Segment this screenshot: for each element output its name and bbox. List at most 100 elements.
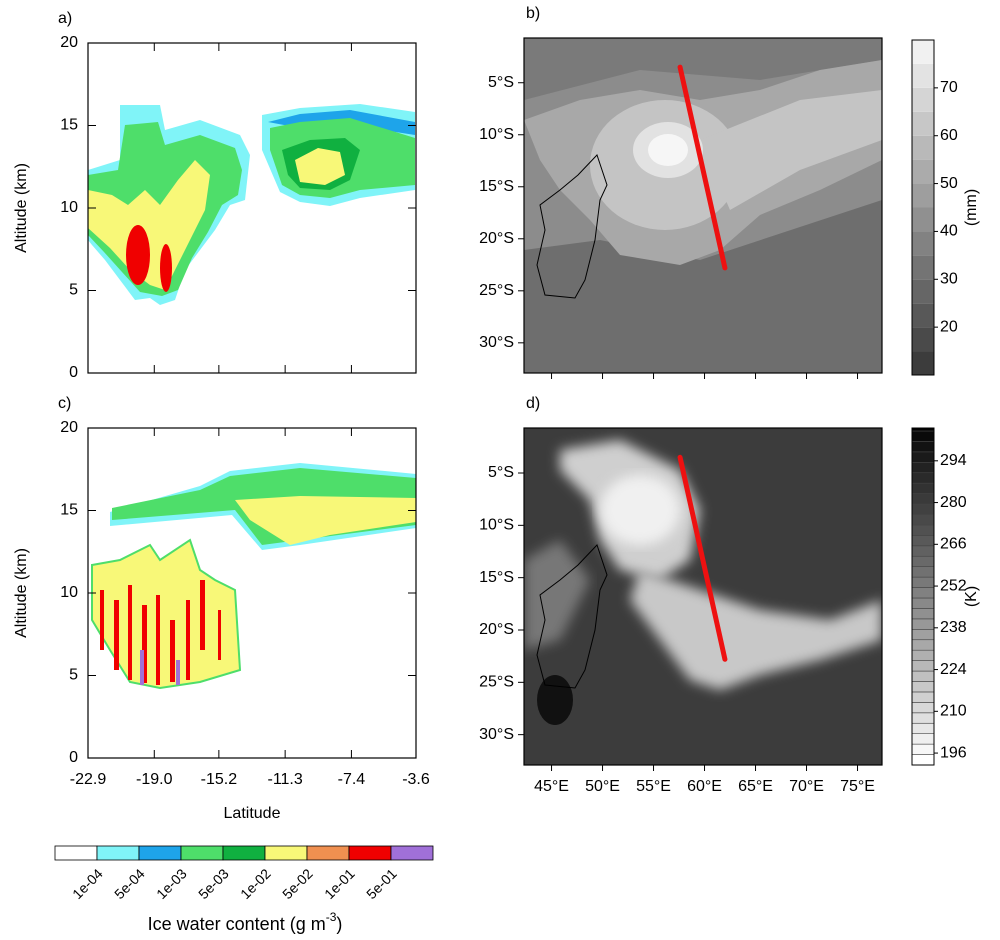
colorbar-band <box>911 451 935 463</box>
legend-label: 5e-01 <box>363 865 400 902</box>
plot-frame <box>523 427 883 766</box>
x-tick-label: -7.4 <box>338 771 366 788</box>
legend-box <box>390 845 434 861</box>
y-tick-label: 30°S <box>479 726 514 743</box>
colorbar-band <box>911 545 935 557</box>
y-tick-label: 5°S <box>488 74 514 91</box>
y-tick-label: 20°S <box>479 621 514 638</box>
legend-box <box>96 845 140 861</box>
legend-label: 1e-01 <box>321 865 358 902</box>
y-tick-label: 10 <box>60 584 78 601</box>
colorbar-band <box>911 733 935 745</box>
colorbar-band <box>911 754 935 766</box>
colorbar-band <box>911 430 935 442</box>
colorbar-band <box>911 566 935 578</box>
y-tick-label: 10 <box>60 199 78 216</box>
y-tick-label: 5 <box>69 667 78 684</box>
colorbar-band <box>911 587 935 599</box>
x-tick-label: 55°E <box>636 778 671 795</box>
colorbar-band <box>911 712 935 724</box>
legend-label: 1e-03 <box>153 865 190 902</box>
colorbar-band <box>911 639 935 651</box>
colorbar-tick-label: 20 <box>940 318 958 335</box>
legend-title: Ice water content (g m-3) <box>148 910 343 934</box>
y-tick-label: 5°S <box>488 464 514 481</box>
colorbar-band <box>912 63 934 88</box>
colorbar-band <box>911 535 935 547</box>
colorbar-band <box>911 670 935 682</box>
x-tick-label: -19.0 <box>136 771 173 788</box>
legend-title-sup: -3 <box>326 910 337 924</box>
colorbar-label: (K) <box>963 586 980 607</box>
colorbar-band <box>912 111 934 136</box>
colorbar-band <box>911 691 935 703</box>
legend-box <box>306 845 350 861</box>
colorbar-band <box>912 40 934 64</box>
colorbar-band <box>911 555 935 567</box>
legend-label: 5e-04 <box>111 865 148 902</box>
legend-title-end: ) <box>336 914 342 934</box>
colorbar-band <box>912 351 934 375</box>
colorbar-band <box>911 743 935 755</box>
field-a <box>88 104 415 305</box>
y-tick-label: 10°S <box>479 126 514 143</box>
colorbar-band <box>911 461 935 474</box>
y-tick-label: 5 <box>69 282 78 299</box>
x-tick-label: -22.9 <box>70 771 107 788</box>
colorbar-band <box>911 441 935 453</box>
x-tick-label: -11.3 <box>267 771 302 788</box>
colorbar-tick-label: 30 <box>940 271 958 288</box>
plot-frame <box>523 37 883 374</box>
x-tick-label: -15.2 <box>201 771 238 788</box>
legend-label: 5e-02 <box>279 865 316 902</box>
x-tick-label: 45°E <box>534 778 569 795</box>
y-tick-label: 20 <box>60 34 78 51</box>
colorbar-band <box>912 183 934 208</box>
colorbar-band <box>911 618 935 630</box>
colorbar-band <box>911 482 935 494</box>
colorbar-band <box>911 524 935 536</box>
y-tick-label: 15°S <box>479 569 514 586</box>
colorbar-band <box>911 660 935 672</box>
colorbar-band <box>912 207 934 232</box>
panel-label: c) <box>58 395 71 412</box>
legend-box <box>348 845 392 861</box>
x-tick-label: 60°E <box>687 778 722 795</box>
x-axis-label: Latitude <box>224 805 281 822</box>
x-tick-label: 50°E <box>585 778 620 795</box>
x-tick-label: 75°E <box>840 778 875 795</box>
track-line <box>677 454 728 662</box>
colorbar-band <box>911 681 935 693</box>
track-line <box>677 64 728 271</box>
y-axis-label: Altitude (km) <box>13 163 30 253</box>
colorbar-band <box>912 327 934 352</box>
colorbar-tick-label: 60 <box>940 127 958 144</box>
colorbar-band <box>911 597 935 609</box>
colorbar-band <box>912 159 934 184</box>
colorbar-band <box>911 629 935 641</box>
field-c <box>91 463 416 690</box>
y-tick-label: 25°S <box>479 674 514 691</box>
field-d <box>524 428 882 765</box>
colorbar-band <box>912 255 934 280</box>
colorbar-tick-label: 40 <box>940 223 958 240</box>
y-tick-label: 15 <box>60 502 78 519</box>
y-tick-label: 25°S <box>479 282 514 299</box>
colorbar-tick-label: 294 <box>940 452 967 469</box>
colorbar-tick-label: 238 <box>940 619 967 636</box>
legend-box <box>264 845 308 861</box>
colorbar-band <box>911 608 935 620</box>
colorbar-band <box>911 493 935 505</box>
colorbar-tick-label: 210 <box>940 703 967 720</box>
x-tick-label: -3.6 <box>402 771 430 788</box>
x-tick-label: 65°E <box>738 778 773 795</box>
colorbar-band <box>911 649 935 661</box>
y-axis-label: Altitude (km) <box>13 548 30 638</box>
colorbar-tick-label: 280 <box>940 494 967 511</box>
legend-label: 1e-02 <box>237 865 274 902</box>
legend-box <box>138 845 182 861</box>
legend-label: 5e-03 <box>195 865 232 902</box>
y-tick-label: 30°S <box>479 334 514 351</box>
colorbar-tick-label: 252 <box>940 577 967 594</box>
